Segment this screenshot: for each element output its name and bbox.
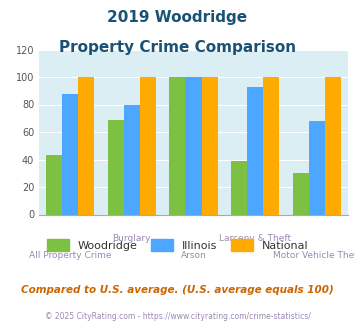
Bar — [124, 105, 140, 214]
Bar — [140, 77, 156, 214]
Bar — [325, 77, 341, 214]
Text: © 2025 CityRating.com - https://www.cityrating.com/crime-statistics/: © 2025 CityRating.com - https://www.city… — [45, 312, 310, 321]
Bar — [202, 77, 218, 214]
Text: 2019 Woodridge: 2019 Woodridge — [108, 10, 247, 25]
Bar — [46, 155, 62, 214]
Bar — [247, 86, 263, 214]
Bar — [293, 173, 309, 214]
Text: Arson: Arson — [181, 251, 206, 260]
Bar — [263, 77, 279, 214]
Bar — [108, 120, 124, 214]
Bar — [62, 93, 78, 214]
Text: Property Crime Comparison: Property Crime Comparison — [59, 40, 296, 54]
Bar — [78, 77, 94, 214]
Text: Motor Vehicle Theft: Motor Vehicle Theft — [273, 251, 355, 260]
Text: All Property Crime: All Property Crime — [29, 251, 111, 260]
Text: Larceny & Theft: Larceny & Theft — [219, 234, 291, 243]
Text: Compared to U.S. average. (U.S. average equals 100): Compared to U.S. average. (U.S. average … — [21, 285, 334, 295]
Legend: Woodridge, Illinois, National: Woodridge, Illinois, National — [42, 235, 313, 255]
Bar — [169, 77, 185, 214]
Bar — [231, 161, 247, 214]
Bar — [309, 121, 325, 214]
Bar — [185, 77, 202, 214]
Text: Burglary: Burglary — [113, 234, 151, 243]
